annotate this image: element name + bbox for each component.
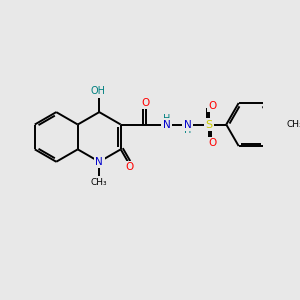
Text: CH₃: CH₃ — [91, 178, 108, 187]
Text: CH₃: CH₃ — [286, 120, 300, 129]
Text: O: O — [209, 101, 217, 111]
Text: H: H — [184, 125, 191, 135]
Text: N: N — [95, 157, 103, 167]
Text: O: O — [141, 98, 150, 108]
Text: N: N — [163, 119, 170, 130]
Text: O: O — [209, 138, 217, 148]
Text: H: H — [163, 114, 170, 124]
Text: S: S — [205, 119, 212, 130]
Text: N: N — [184, 119, 192, 130]
Text: OH: OH — [90, 86, 105, 97]
Text: O: O — [125, 163, 134, 172]
